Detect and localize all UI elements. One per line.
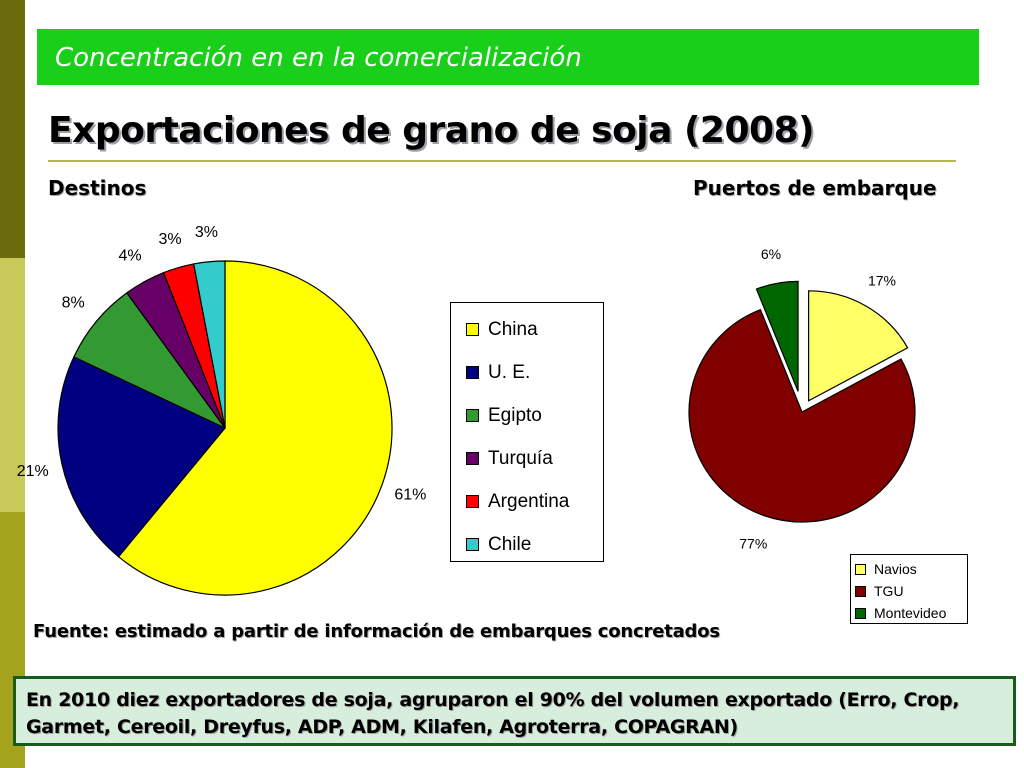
highlight-text: En 2010 diez exportadores de soja, agrup… (26, 689, 960, 738)
pie-label-montevideo: 6% (761, 246, 781, 262)
legend-item-navios: Navios (851, 558, 967, 580)
accent-bar-middle (0, 258, 25, 512)
legend-label-chile: Chile (488, 533, 532, 555)
legend-swatch-egipto (466, 409, 479, 422)
pie-label-tgu: 77% (739, 536, 767, 552)
pie-slice-montevideo (755, 280, 799, 392)
legend-label-egipto: Egipto (488, 404, 542, 426)
pie-slice-china (117, 260, 393, 596)
title-underline (48, 160, 956, 162)
pie-slice-tgu (688, 308, 916, 523)
accent-bar-top (0, 0, 25, 258)
highlight-box: En 2010 diez exportadores de soja, agrup… (13, 676, 1016, 746)
source-note: Fuente: estimado a partir de información… (33, 621, 720, 642)
pie-label-argentina: 3% (158, 231, 181, 248)
pie-label-navios: 17% (868, 272, 896, 288)
legend-swatch-tgu (855, 585, 866, 597)
pie-slice-chile (193, 260, 226, 429)
legend-item-egipto: Egipto (451, 394, 603, 437)
slide-title: Exportaciones de grano de soja (2008) (48, 110, 815, 151)
pie-label-turquia: 4% (119, 247, 142, 264)
destinos-chart-title: Destinos (48, 176, 147, 200)
legend-swatch-chile (466, 538, 479, 551)
banner-title: Concentración en en la comercialización (55, 43, 582, 73)
legend-label-turquia: Turquía (488, 447, 553, 469)
legend-label-tgu: TGU (874, 583, 904, 599)
legend-item-china: China (451, 308, 603, 351)
pie-slice-navios (808, 290, 909, 402)
puertos-legend: Navios TGU Montevideo (850, 554, 968, 624)
legend-label-navios: Navios (874, 561, 917, 577)
pie-label-china: 61% (394, 487, 426, 504)
puertos-chart-title: Puertos de embarque (693, 176, 937, 200)
legend-label-china: China (488, 318, 538, 340)
legend-item-montevideo: Montevideo (851, 602, 967, 624)
legend-item-turquia: Turquía (451, 437, 603, 480)
legend-swatch-navios (855, 563, 866, 575)
legend-label-montevideo: Montevideo (874, 605, 947, 621)
legend-item-argentina: Argentina (451, 480, 603, 523)
destinos-legend: China U. E. Egipto Turquía Argentina Chi… (450, 302, 604, 562)
legend-item-ue: U. E. (451, 351, 603, 394)
pie-label-u-e: 21% (17, 463, 49, 480)
legend-swatch-argentina (466, 495, 479, 508)
legend-item-chile: Chile (451, 523, 603, 566)
pie-slice-u-e (57, 356, 226, 558)
legend-swatch-montevideo (855, 607, 866, 619)
legend-swatch-ue (466, 366, 479, 379)
legend-label-ue: U. E. (488, 361, 531, 383)
pie-label-egipto: 8% (62, 294, 85, 311)
legend-swatch-turquia (466, 452, 479, 465)
section-banner: Concentración en en la comercialización (37, 29, 979, 85)
legend-swatch-china (466, 323, 479, 336)
legend-item-tgu: TGU (851, 580, 967, 602)
pie-label-chile: 3% (195, 224, 218, 241)
legend-label-argentina: Argentina (488, 490, 570, 512)
